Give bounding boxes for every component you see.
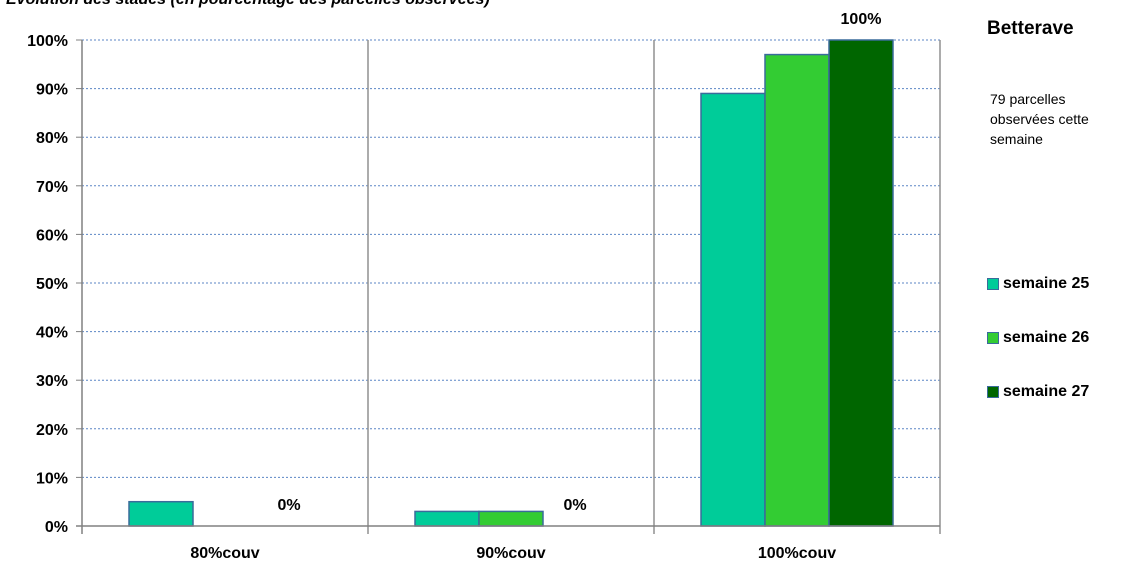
y-tick-label: 70% — [36, 179, 68, 196]
legend-item: semaine 25 — [987, 275, 1089, 293]
bar-chart: Evolution des stades (en pourcentage des… — [6, 0, 941, 562]
y-tick-label: 30% — [36, 373, 68, 390]
y-tick-label: 50% — [36, 276, 68, 293]
x-tick-label: 80%couv — [190, 545, 259, 562]
y-tick-label: 10% — [36, 470, 68, 487]
y-tick-label: 60% — [36, 227, 68, 244]
data-label: 0% — [277, 497, 300, 514]
data-label: 100% — [841, 11, 882, 28]
bar — [478, 510, 544, 527]
bar — [414, 510, 480, 527]
legend-label: semaine 25 — [1003, 275, 1090, 292]
y-tick-label: 90% — [36, 82, 68, 99]
y-tick-label: 100% — [27, 33, 68, 50]
legend-item: semaine 27 — [987, 383, 1089, 401]
x-tick-label: 100%couv — [758, 545, 836, 562]
y-tick-label: 0% — [45, 519, 68, 536]
legend-swatch — [987, 332, 999, 344]
x-tick-label: 90%couv — [476, 545, 545, 562]
data-label: 0% — [563, 497, 586, 514]
bar — [700, 92, 766, 527]
legend-label: semaine 27 — [1003, 383, 1090, 400]
crop-title: Betterave — [987, 18, 1074, 39]
bar — [828, 39, 894, 527]
bar — [764, 53, 830, 527]
bar — [128, 500, 194, 527]
legend-item: semaine 26 — [987, 329, 1089, 347]
chart-title: Evolution des stades (en pourcentage des… — [6, 0, 490, 8]
y-tick-label: 80% — [36, 130, 68, 147]
legend-swatch — [987, 278, 999, 290]
y-tick-label: 40% — [36, 325, 68, 342]
legend-label: semaine 26 — [1003, 329, 1090, 346]
observation-note: 79 parcelles observées cette semaine — [990, 91, 1089, 147]
y-tick-label: 20% — [36, 422, 68, 439]
legend: semaine 25 semaine 26 semaine 27 — [987, 275, 1089, 437]
legend-swatch — [987, 386, 999, 398]
